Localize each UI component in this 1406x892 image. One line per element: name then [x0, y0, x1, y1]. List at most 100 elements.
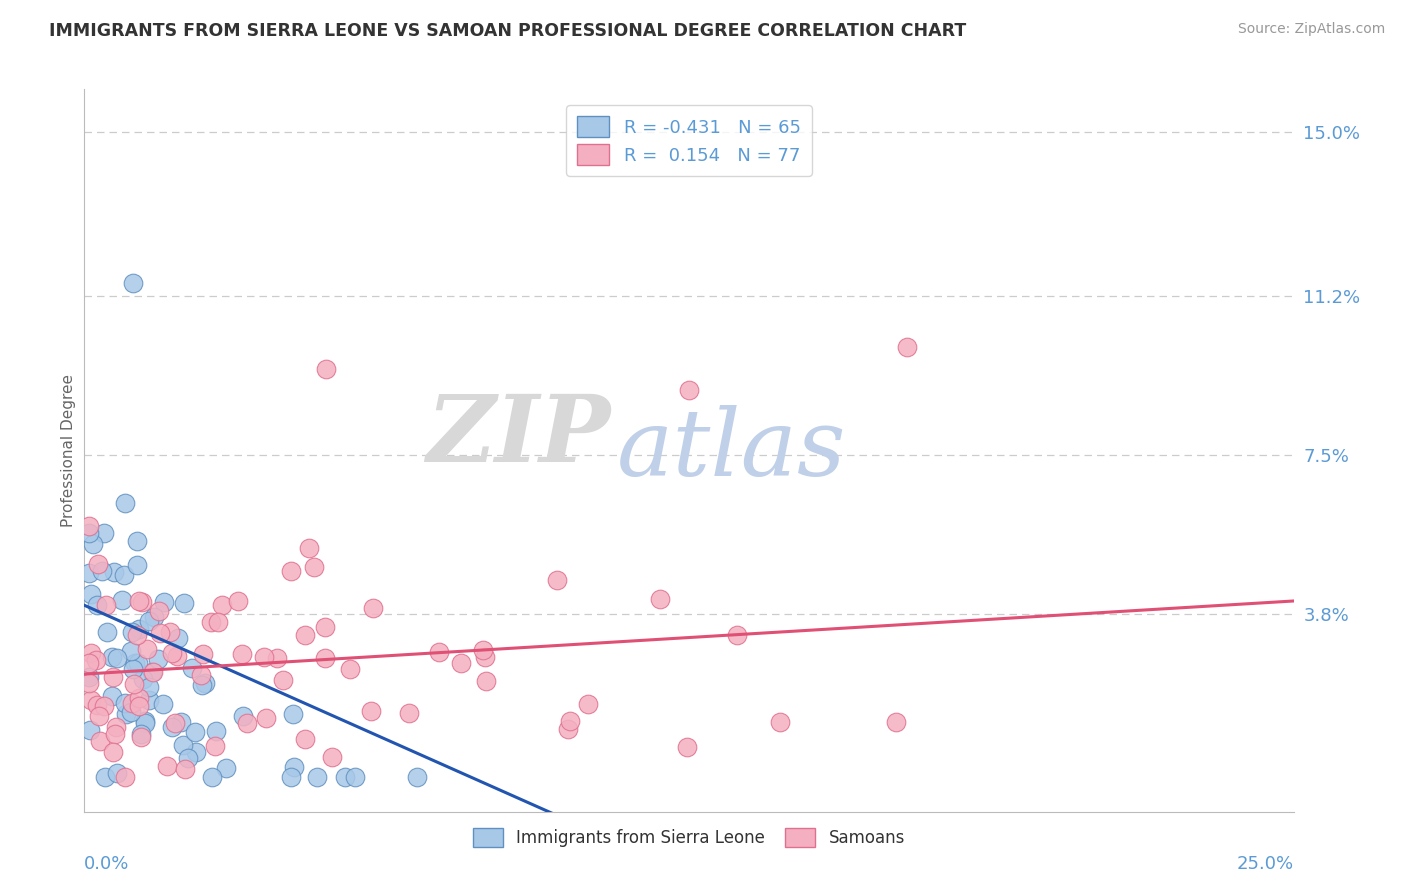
Samoans	[769, 714, 792, 729]
Samoans	[650, 591, 672, 606]
Samoans	[427, 645, 450, 659]
Immigrants from Sierra Leone	[86, 598, 108, 612]
Text: 25.0%: 25.0%	[1236, 855, 1294, 872]
Samoans	[314, 620, 336, 634]
Samoans	[128, 691, 150, 706]
Immigrants from Sierra Leone	[105, 650, 128, 665]
Immigrants from Sierra Leone	[152, 697, 174, 711]
Samoans	[80, 646, 103, 660]
Samoans	[77, 676, 100, 690]
Immigrants from Sierra Leone	[134, 714, 156, 729]
Samoans	[474, 650, 496, 665]
Samoans	[84, 653, 107, 667]
Immigrants from Sierra Leone	[186, 746, 208, 760]
Immigrants from Sierra Leone	[215, 761, 238, 775]
Immigrants from Sierra Leone	[114, 696, 136, 710]
Text: Source: ZipAtlas.com: Source: ZipAtlas.com	[1237, 22, 1385, 37]
Samoans	[128, 699, 150, 714]
Immigrants from Sierra Leone	[129, 726, 152, 740]
Samoans	[226, 594, 249, 608]
Samoans	[896, 340, 918, 354]
Immigrants from Sierra Leone	[201, 770, 224, 784]
Immigrants from Sierra Leone	[79, 723, 101, 737]
Immigrants from Sierra Leone	[169, 714, 191, 729]
Samoans	[160, 646, 183, 660]
Samoans	[89, 733, 111, 747]
Immigrants from Sierra Leone	[111, 592, 134, 607]
Samoans	[576, 697, 599, 711]
Immigrants from Sierra Leone	[134, 715, 156, 730]
Samoans	[87, 557, 110, 571]
Immigrants from Sierra Leone	[112, 567, 135, 582]
Text: ZIP: ZIP	[426, 391, 610, 481]
Immigrants from Sierra Leone	[127, 657, 149, 671]
Immigrants from Sierra Leone	[132, 673, 155, 687]
Immigrants from Sierra Leone	[128, 623, 150, 637]
Samoans	[122, 677, 145, 691]
Immigrants from Sierra Leone	[105, 766, 128, 780]
Immigrants from Sierra Leone	[80, 586, 103, 600]
Samoans	[128, 593, 150, 607]
Text: IMMIGRANTS FROM SIERRA LEONE VS SAMOAN PROFESSIONAL DEGREE CORRELATION CHART: IMMIGRANTS FROM SIERRA LEONE VS SAMOAN P…	[49, 22, 966, 40]
Samoans	[475, 673, 498, 688]
Immigrants from Sierra Leone	[173, 596, 195, 610]
Samoans	[450, 656, 472, 670]
Immigrants from Sierra Leone	[172, 738, 194, 752]
Immigrants from Sierra Leone	[121, 276, 143, 290]
Samoans	[363, 600, 385, 615]
Immigrants from Sierra Leone	[280, 770, 302, 784]
Immigrants from Sierra Leone	[101, 650, 124, 665]
Samoans	[87, 709, 110, 723]
Samoans	[266, 651, 288, 665]
Immigrants from Sierra Leone	[283, 759, 305, 773]
Samoans	[557, 723, 579, 737]
Immigrants from Sierra Leone	[405, 770, 427, 784]
Immigrants from Sierra Leone	[82, 537, 104, 551]
Immigrants from Sierra Leone	[94, 770, 117, 784]
Immigrants from Sierra Leone	[77, 566, 100, 580]
Samoans	[77, 519, 100, 533]
Immigrants from Sierra Leone	[93, 526, 115, 541]
Samoans	[725, 628, 748, 642]
Immigrants from Sierra Leone	[121, 625, 143, 640]
Samoans	[253, 650, 276, 665]
Immigrants from Sierra Leone	[138, 680, 160, 694]
Samoans	[558, 714, 581, 728]
Samoans	[315, 361, 337, 376]
Immigrants from Sierra Leone	[96, 625, 118, 640]
Samoans	[163, 715, 186, 730]
Text: atlas: atlas	[616, 406, 846, 495]
Immigrants from Sierra Leone	[90, 564, 112, 578]
Samoans	[159, 624, 181, 639]
Immigrants from Sierra Leone	[120, 705, 142, 719]
Immigrants from Sierra Leone	[103, 565, 125, 579]
Immigrants from Sierra Leone	[115, 706, 138, 721]
Samoans	[136, 642, 159, 657]
Samoans	[207, 615, 229, 630]
Samoans	[297, 541, 319, 555]
Text: 0.0%: 0.0%	[84, 855, 129, 872]
Legend: Immigrants from Sierra Leone, Samoans: Immigrants from Sierra Leone, Samoans	[467, 822, 911, 854]
Y-axis label: Professional Degree: Professional Degree	[60, 374, 76, 527]
Samoans	[131, 595, 153, 609]
Samoans	[191, 647, 214, 661]
Immigrants from Sierra Leone	[177, 750, 200, 764]
Samoans	[271, 673, 294, 687]
Samoans	[77, 656, 100, 670]
Immigrants from Sierra Leone	[194, 676, 217, 690]
Samoans	[166, 648, 188, 663]
Samoans	[398, 706, 420, 720]
Immigrants from Sierra Leone	[138, 693, 160, 707]
Immigrants from Sierra Leone	[181, 660, 204, 674]
Immigrants from Sierra Leone	[125, 533, 148, 548]
Immigrants from Sierra Leone	[307, 770, 329, 784]
Samoans	[211, 599, 233, 613]
Immigrants from Sierra Leone	[121, 662, 143, 676]
Samoans	[149, 625, 172, 640]
Samoans	[101, 745, 124, 759]
Samoans	[294, 732, 316, 747]
Samoans	[190, 668, 212, 682]
Immigrants from Sierra Leone	[77, 526, 100, 541]
Immigrants from Sierra Leone	[138, 615, 160, 629]
Immigrants from Sierra Leone	[191, 678, 214, 692]
